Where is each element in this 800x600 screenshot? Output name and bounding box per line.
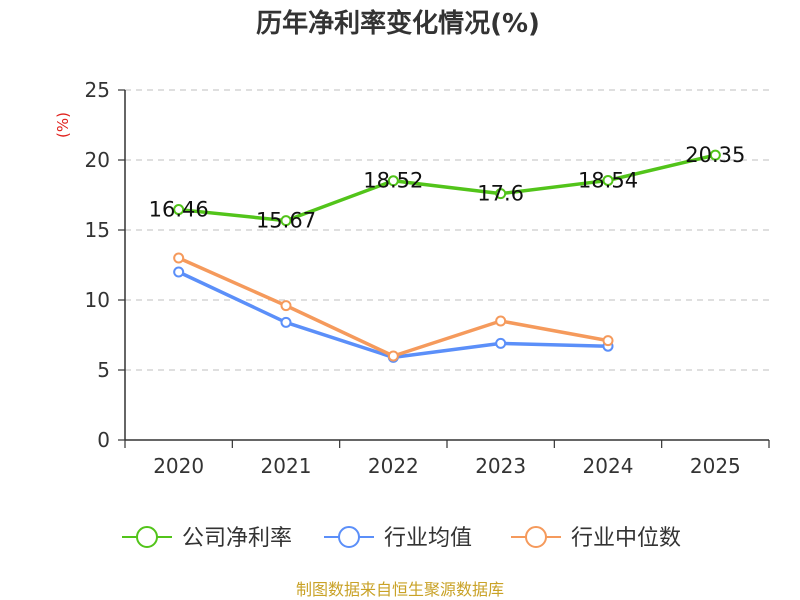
series-lines [173, 149, 721, 363]
x-tick-label: 2021 [261, 454, 312, 478]
data-point [280, 300, 292, 312]
data-point [173, 266, 185, 278]
data-label: 17.6 [477, 182, 524, 206]
data-label: 15.67 [256, 209, 316, 233]
data-point [280, 215, 292, 227]
data-label: 20.35 [685, 143, 745, 167]
data-point [173, 252, 185, 264]
legend-label: 公司净利率 [182, 526, 292, 551]
data-point [387, 175, 399, 187]
x-tick-label: 2020 [153, 454, 204, 478]
data-label: 18.54 [578, 168, 638, 192]
data-point [495, 188, 507, 200]
x-tick-label: 2022 [368, 454, 419, 478]
y-tick-label: 5 [97, 358, 110, 382]
y-axis-label: (%) [54, 112, 72, 138]
data-label: 18.52 [363, 169, 423, 193]
series-line [177, 256, 609, 358]
y-tick-label: 20 [85, 148, 110, 172]
data-point [495, 337, 507, 349]
legend-label: 行业均值 [384, 526, 472, 551]
data-point [280, 316, 292, 328]
grid-lines [125, 89, 769, 371]
chart-title: 历年净利率变化情况(%) [256, 8, 540, 39]
legend: 公司净利率 行业均值 行业中位数 [122, 526, 681, 551]
data-point [602, 335, 614, 347]
data-point [173, 204, 185, 216]
x-tick-label: 2024 [583, 454, 634, 478]
source-note: 制图数据来自恒生聚源数据库 [296, 580, 504, 599]
y-tick-label: 15 [85, 218, 110, 242]
data-point [709, 149, 721, 161]
data-point [387, 350, 399, 362]
legend-marker [136, 526, 158, 548]
x-tick-label: 2025 [690, 454, 741, 478]
data-label: 16.46 [149, 198, 209, 222]
data-labels: 16.46 15.67 18.52 17.6 18.54 20.35 [149, 143, 746, 233]
legend-label: 行业中位数 [571, 526, 681, 551]
series-line [178, 153, 716, 223]
data-point [602, 174, 614, 186]
legend-marker [525, 526, 547, 548]
legend-marker [338, 526, 360, 548]
data-point [495, 315, 507, 327]
y-tick-label: 0 [97, 428, 110, 452]
x-tick-label: 2023 [475, 454, 526, 478]
y-tick-label: 10 [85, 288, 110, 312]
y-tick-label: 25 [85, 78, 110, 102]
